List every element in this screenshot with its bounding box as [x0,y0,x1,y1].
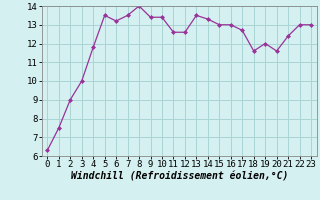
X-axis label: Windchill (Refroidissement éolien,°C): Windchill (Refroidissement éolien,°C) [70,172,288,182]
